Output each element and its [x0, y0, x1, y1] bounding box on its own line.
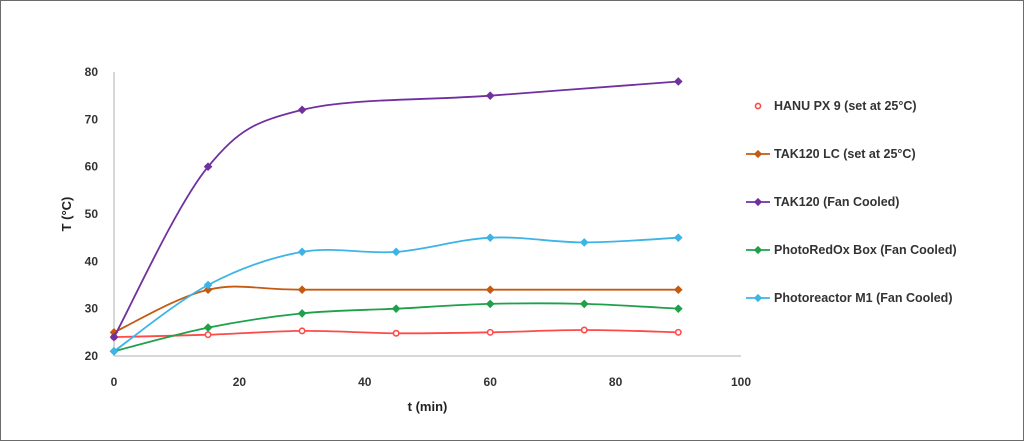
- series: [109, 233, 683, 356]
- legend-label: Photoreactor M1 (Fan Cooled): [774, 291, 952, 305]
- legend-item: TAK120 (Fan Cooled): [746, 195, 899, 209]
- series-line: [113, 285, 679, 334]
- x-tick-label: 60: [484, 375, 498, 389]
- axes: 20 30 40 50 60 70 80 0 20 40 60 80 100: [85, 65, 752, 389]
- series-point: [204, 331, 212, 339]
- series-point: [297, 309, 307, 318]
- series-line: [113, 80, 679, 338]
- series-point: [485, 285, 495, 295]
- y-tick-label: 20: [85, 349, 99, 363]
- legend-label: TAK120 (Fan Cooled): [774, 195, 899, 209]
- series-point: [298, 327, 306, 335]
- series-point: [391, 304, 401, 313]
- series-point: [673, 304, 683, 313]
- series-point: [754, 102, 762, 110]
- x-tick-label: 100: [731, 375, 751, 389]
- series-point: [485, 233, 495, 242]
- series-point: [753, 293, 763, 303]
- legend-label: HANU PX 9 (set at 25°C): [774, 99, 917, 113]
- legend-item: Photoreactor M1 (Fan Cooled): [746, 291, 952, 305]
- x-tick-label: 40: [358, 375, 372, 389]
- series-point: [580, 326, 588, 334]
- legend-item: TAK120 LC (set at 25°C): [746, 147, 916, 161]
- plot-area: [109, 77, 683, 356]
- series-point: [297, 105, 307, 115]
- series-point: [485, 299, 495, 309]
- series-point: [673, 285, 683, 295]
- y-tick-label: 50: [85, 207, 99, 221]
- series-point: [485, 91, 495, 100]
- y-tick-label: 60: [85, 160, 99, 174]
- series: [109, 77, 683, 342]
- x-axis-title: t (min): [408, 399, 448, 414]
- y-tick-label: 40: [85, 254, 99, 268]
- series-point: [674, 328, 682, 336]
- series-point: [297, 285, 307, 295]
- legend-item: HANU PX 9 (set at 25°C): [754, 99, 917, 113]
- series-point: [486, 328, 494, 336]
- series-point: [203, 285, 213, 295]
- series-point: [109, 346, 119, 356]
- series: [109, 299, 683, 356]
- series-point: [203, 323, 213, 332]
- legend-item: PhotoRedOx Box (Fan Cooled): [746, 243, 957, 257]
- series-point: [753, 197, 763, 207]
- series-point: [579, 238, 589, 247]
- series-point: [203, 162, 213, 171]
- series-point: [297, 247, 307, 257]
- series-point: [109, 332, 119, 342]
- series-point: [673, 233, 683, 242]
- y-tick-label: 30: [85, 302, 99, 316]
- legend: HANU PX 9 (set at 25°C) TAK120 LC (set at…: [746, 99, 957, 305]
- series-point: [203, 280, 213, 290]
- y-axis-title: T (°C): [59, 197, 74, 232]
- x-tick-label: 80: [609, 375, 623, 389]
- y-tick-label: 80: [85, 65, 99, 79]
- x-tick-label: 0: [111, 375, 118, 389]
- series-point: [753, 149, 763, 159]
- x-tick-label: 20: [233, 375, 247, 389]
- legend-label: TAK120 LC (set at 25°C): [774, 147, 916, 161]
- series-point: [753, 245, 763, 255]
- series-point: [673, 77, 683, 86]
- y-tick-label: 70: [85, 112, 99, 126]
- series-point: [392, 329, 400, 337]
- legend-label: PhotoRedOx Box (Fan Cooled): [774, 243, 957, 257]
- series-point: [391, 247, 401, 257]
- series-point: [579, 299, 589, 309]
